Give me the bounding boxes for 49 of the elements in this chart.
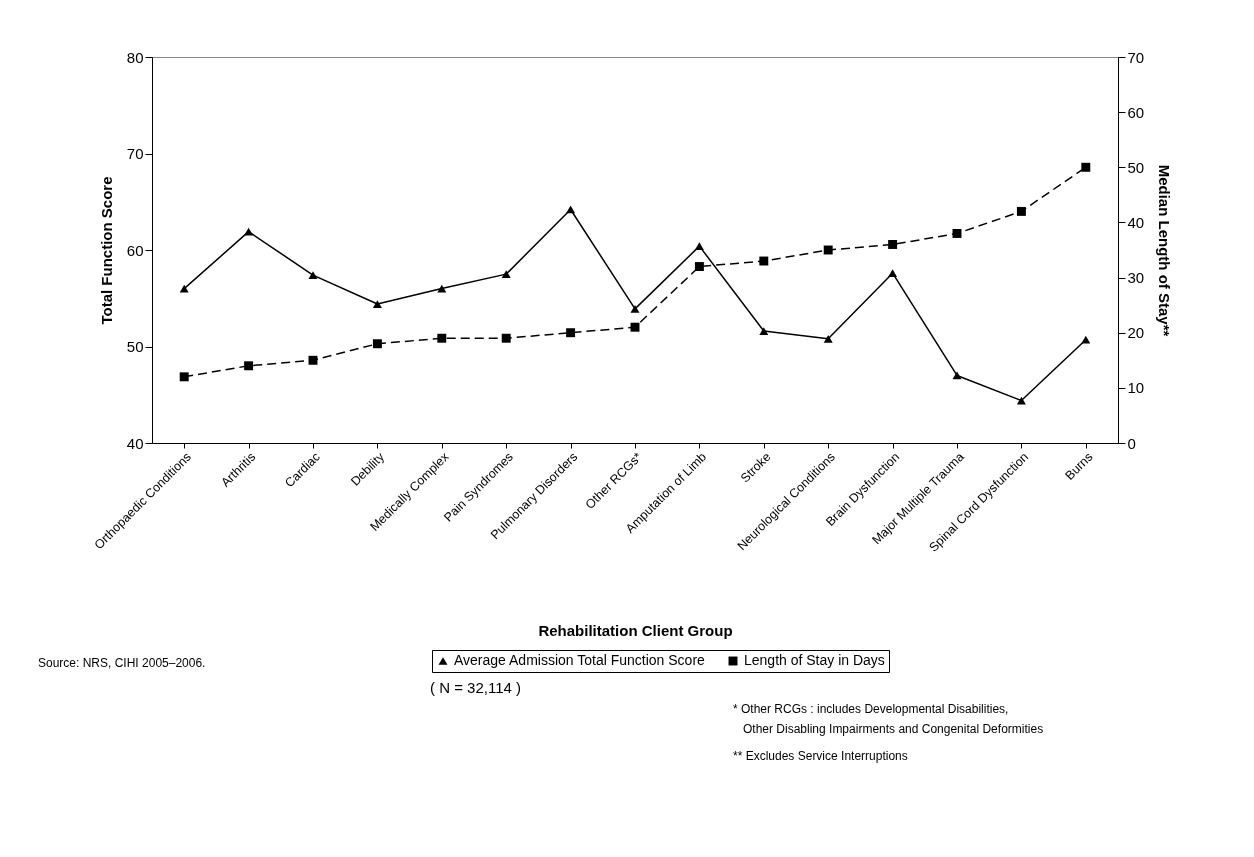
y-tick-label: 60 <box>126 241 144 259</box>
y-tick-label: 70 <box>126 145 144 162</box>
point <box>630 304 640 313</box>
source-note: Source: NRS, CIHI 2005–2006. <box>38 655 206 672</box>
point <box>888 269 898 278</box>
point <box>630 322 640 332</box>
text: * Other RCGs : includes Developmental Disabilities, Other Disabling Impairments and Congenital Deformities <box>733 701 1044 738</box>
point <box>501 270 511 278</box>
point <box>501 333 511 343</box>
point <box>372 339 382 349</box>
point <box>1081 162 1091 172</box>
point <box>1016 206 1026 216</box>
point <box>823 334 833 343</box>
point <box>566 328 576 338</box>
point <box>1081 335 1091 344</box>
point <box>566 205 576 214</box>
y-tick-label: 50 <box>126 338 144 355</box>
point <box>437 333 447 343</box>
point <box>179 372 189 382</box>
x-axis-title: Rehabilitation Client Group <box>538 622 733 640</box>
point <box>823 245 833 255</box>
y2-axis-title: Median Length of Stay** <box>1156 164 1174 337</box>
point <box>308 355 318 365</box>
point <box>372 300 382 308</box>
point <box>952 228 962 238</box>
y2-tick-label: 50 <box>1127 158 1145 176</box>
y2-tick-label: 60 <box>1127 103 1145 121</box>
point <box>694 262 704 272</box>
y2-tick-label: 30 <box>1127 269 1145 287</box>
point <box>888 240 898 249</box>
y2-tick-label: 40 <box>1127 213 1145 231</box>
y2-tick-label: 10 <box>1127 379 1145 397</box>
text: ( N = 32,114 ) <box>430 678 522 698</box>
y-tick-label: 80 <box>126 48 144 66</box>
y2-tick-label: 20 <box>1127 324 1145 342</box>
y2-tick-label: 70 <box>1127 48 1145 66</box>
point <box>759 256 769 266</box>
legend-label: Length of Stay in Days <box>744 652 885 668</box>
point <box>244 227 254 236</box>
text: ** Excludes Service Interruptions <box>733 748 908 765</box>
point <box>694 242 704 251</box>
y2-tick-label: 0 <box>1127 434 1136 452</box>
legend-label: Average Admission Total Function Score <box>454 652 706 668</box>
point <box>759 327 769 335</box>
y-axis-title: Total Function Score <box>97 176 115 325</box>
point <box>308 271 318 279</box>
point <box>244 361 254 371</box>
point <box>952 371 962 380</box>
y-tick-label: 40 <box>126 434 144 452</box>
